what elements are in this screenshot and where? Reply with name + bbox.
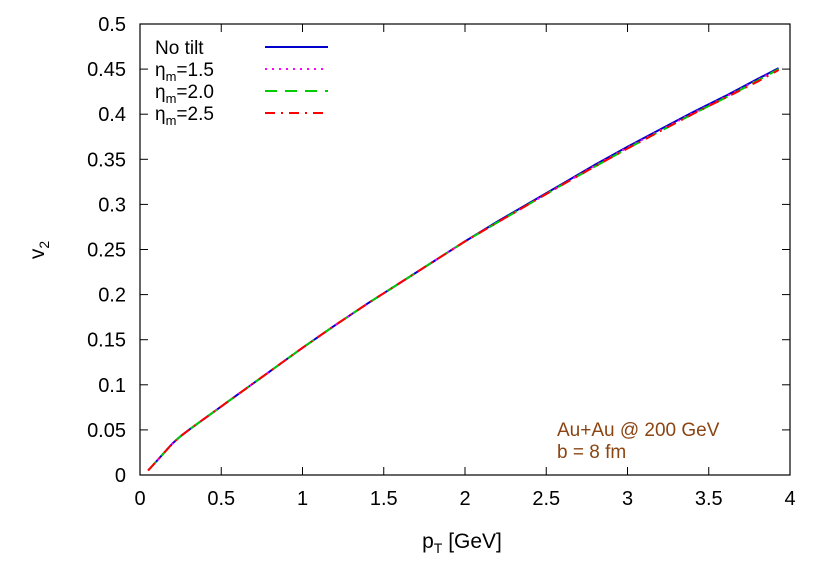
series-line-2 [147,68,780,472]
x-tick-label: 3.5 [695,488,723,510]
x-tick-label: 2 [459,488,470,510]
y-tick-label: 0.4 [98,104,126,126]
y-tick-label: 0.35 [87,149,126,171]
x-axis-label: pT [GeV] [422,530,502,556]
series-line-1 [147,67,780,472]
annotation-line-1: Au+Au @ 200 GeV [557,420,720,441]
x-tick-label: 4 [784,488,795,510]
y-tick-label: 0 [115,465,126,487]
y-tick-label: 0.1 [98,375,126,397]
series-line-3 [147,68,780,472]
y-tick-label: 0.5 [98,14,126,36]
legend-label-4: ηm=2.5 [155,104,214,128]
y-tick-label: 0.15 [87,330,126,352]
plot-frame [139,23,791,476]
x-tick-label: 0.5 [207,488,235,510]
y-axis-label: v2 [26,241,52,260]
series-line-4 [147,69,780,472]
y-tick-label: 0.25 [87,240,126,262]
y-tick-label: 0.2 [98,285,126,307]
x-tick-label: 2.5 [532,488,560,510]
y-axis-ticks: 0 0.05 0.1 0.15 0.2 0.25 0.3 0.35 0.4 0.45 0.5 [87,14,790,487]
y-tick-label: 0.3 [98,194,126,216]
y-tick-label: 0.45 [87,59,126,81]
legend-label-2: ηm=1.5 [155,60,214,84]
x-tick-label: 0 [134,488,145,510]
x-tick-label: 1 [297,488,308,510]
legend-label-3: ηm=2.0 [155,82,214,106]
x-tick-label: 3 [622,488,633,510]
x-axis-ticks: 0 0.5 1 1.5 2 2.5 3 3.5 4 [134,24,796,510]
series-lines [147,67,780,472]
x-tick-label: 1.5 [370,488,398,510]
y-tick-label: 0.05 [87,420,126,442]
legend-label-1: No tilt [155,38,204,59]
annotation-line-2: b = 8 fm [557,442,626,463]
